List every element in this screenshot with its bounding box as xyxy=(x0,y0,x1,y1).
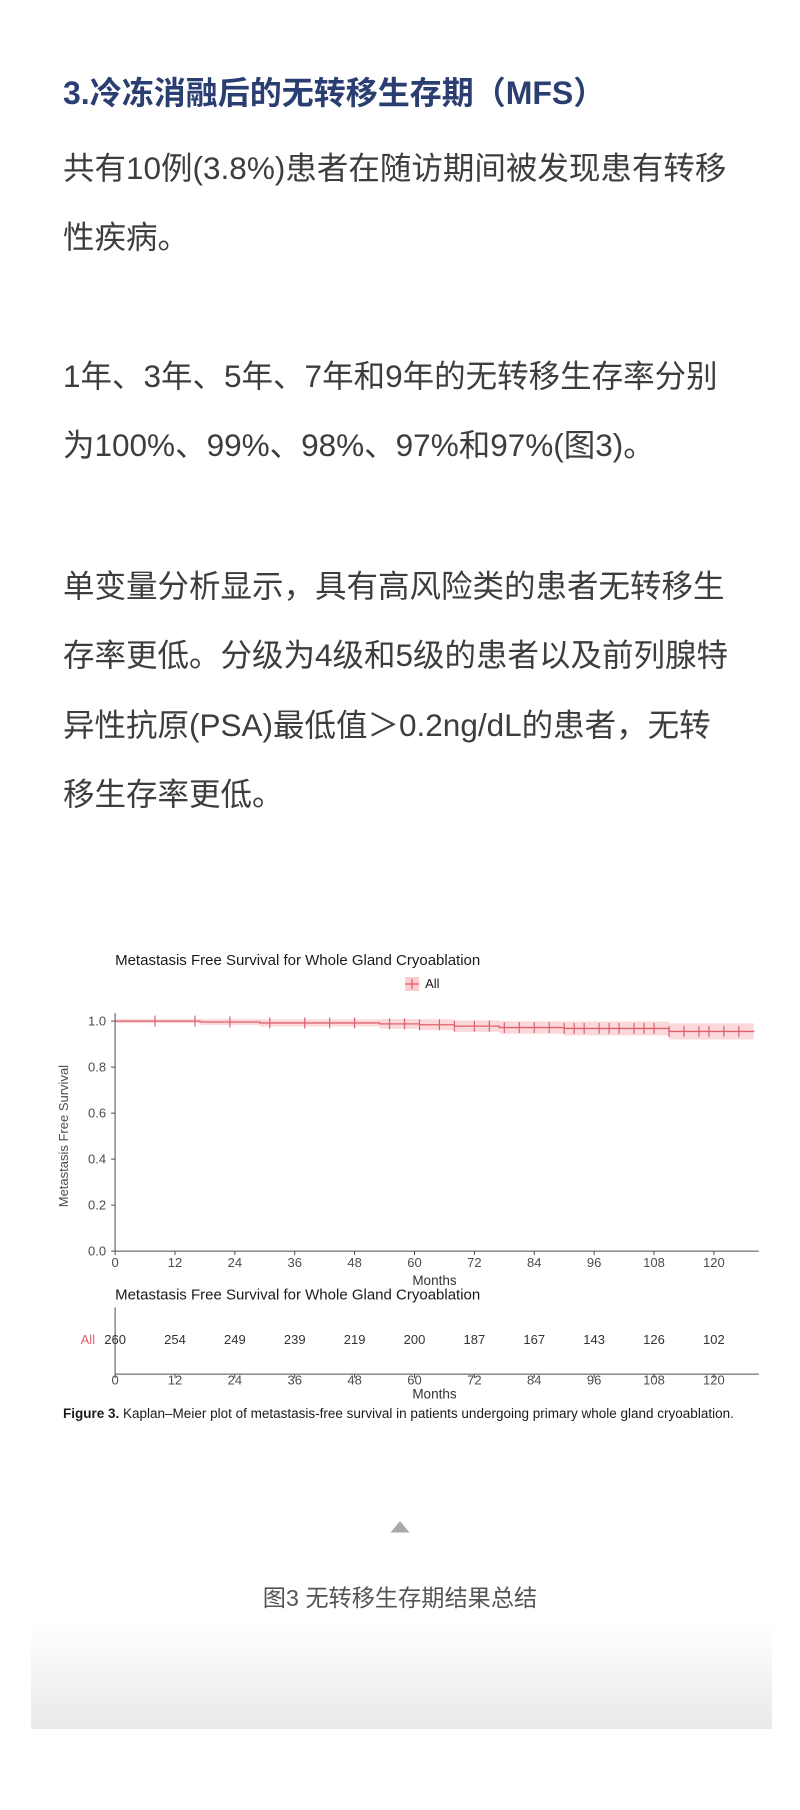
svg-text:1.0: 1.0 xyxy=(88,1014,106,1029)
svg-text:12: 12 xyxy=(168,1255,182,1270)
svg-text:0.0: 0.0 xyxy=(88,1244,106,1259)
svg-text:84: 84 xyxy=(527,1373,541,1388)
svg-text:Months: Months xyxy=(412,1387,457,1402)
svg-text:60: 60 xyxy=(407,1373,421,1388)
svg-text:167: 167 xyxy=(523,1332,545,1347)
svg-text:108: 108 xyxy=(643,1255,665,1270)
svg-text:72: 72 xyxy=(467,1373,481,1388)
svg-text:Metastasis Free Survival: Metastasis Free Survival xyxy=(56,1065,71,1207)
svg-text:Metastasis Free Survival for W: Metastasis Free Survival for Whole Gland… xyxy=(115,1287,480,1304)
svg-text:187: 187 xyxy=(464,1332,486,1347)
svg-text:48: 48 xyxy=(347,1255,361,1270)
svg-text:0: 0 xyxy=(111,1255,118,1270)
svg-text:108: 108 xyxy=(643,1373,665,1388)
svg-text:0.6: 0.6 xyxy=(88,1106,106,1121)
svg-text:249: 249 xyxy=(224,1332,246,1347)
svg-text:126: 126 xyxy=(643,1332,665,1347)
svg-text:24: 24 xyxy=(228,1373,242,1388)
svg-text:96: 96 xyxy=(587,1255,601,1270)
svg-text:36: 36 xyxy=(288,1255,302,1270)
svg-text:84: 84 xyxy=(527,1255,541,1270)
svg-text:60: 60 xyxy=(407,1255,421,1270)
svg-text:120: 120 xyxy=(703,1373,725,1388)
svg-text:48: 48 xyxy=(347,1373,361,1388)
svg-text:0.4: 0.4 xyxy=(88,1152,106,1167)
svg-text:143: 143 xyxy=(583,1332,605,1347)
svg-text:0.2: 0.2 xyxy=(88,1198,106,1213)
svg-text:0.8: 0.8 xyxy=(88,1060,106,1075)
svg-text:200: 200 xyxy=(404,1332,426,1347)
svg-text:219: 219 xyxy=(344,1332,366,1347)
svg-text:254: 254 xyxy=(164,1332,186,1347)
svg-text:36: 36 xyxy=(288,1373,302,1388)
svg-text:All: All xyxy=(425,976,440,991)
svg-text:260: 260 xyxy=(104,1332,126,1347)
svg-text:239: 239 xyxy=(284,1332,306,1347)
svg-text:120: 120 xyxy=(703,1255,725,1270)
svg-text:24: 24 xyxy=(228,1255,242,1270)
svg-text:72: 72 xyxy=(467,1255,481,1270)
svg-text:102: 102 xyxy=(703,1332,725,1347)
svg-text:Metastasis Free Survival for W: Metastasis Free Survival for Whole Gland… xyxy=(115,952,480,969)
svg-text:All: All xyxy=(81,1332,96,1347)
svg-text:0: 0 xyxy=(111,1373,118,1388)
svg-text:12: 12 xyxy=(168,1373,182,1388)
svg-text:96: 96 xyxy=(587,1373,601,1388)
